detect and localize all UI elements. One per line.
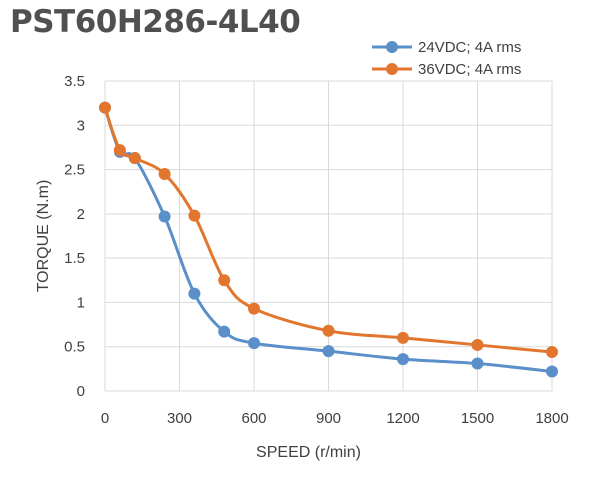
x-tick-label: 1500	[461, 410, 494, 427]
data-point-series-1	[322, 345, 335, 358]
x-tick-label: 1200	[386, 410, 419, 427]
x-tick-label: 600	[241, 410, 266, 427]
data-point-series-2	[546, 346, 558, 359]
y-tick-label: 1	[77, 294, 85, 311]
chart-title: PST60H286-4L40	[10, 4, 301, 40]
data-point-series-1	[158, 210, 171, 223]
y-tick-label: 3.5	[64, 73, 85, 90]
legend-label-2: 36VDC; 4A rms	[418, 61, 521, 78]
legend-marker-2	[386, 63, 398, 75]
data-point-series-2	[322, 324, 335, 337]
series-group	[99, 101, 558, 378]
data-point-series-2	[471, 338, 484, 351]
y-tick-label: 2.5	[64, 162, 85, 179]
x-axis-label: SPEED (r/min)	[256, 444, 361, 461]
y-tick-label: 0	[77, 383, 85, 400]
data-point-series-2	[188, 209, 201, 222]
data-point-series-2	[397, 331, 409, 344]
data-point-series-2	[248, 302, 260, 315]
legend-marker-1	[386, 41, 398, 53]
x-tick-label: 900	[316, 410, 341, 427]
legend-label-1: 24VDC; 4A rms	[418, 39, 521, 56]
data-point-series-2	[113, 144, 126, 157]
data-point-series-2	[99, 101, 111, 114]
y-tick-label: 3	[77, 117, 85, 134]
data-point-series-2	[128, 152, 141, 165]
data-point-series-1	[218, 325, 231, 338]
y-tick-label: 1.5	[64, 250, 85, 267]
y-tick-label: 2	[77, 206, 85, 223]
data-point-series-1	[248, 337, 260, 350]
x-tick-label: 0	[101, 410, 109, 427]
data-point-series-1	[188, 287, 201, 300]
data-point-series-2	[158, 168, 171, 180]
y-tick-label: 0.5	[64, 339, 85, 356]
data-point-series-2	[218, 274, 231, 287]
data-point-series-1	[471, 357, 484, 370]
axes: 0 0.5 1 1.5 2 2.5 3 3.5 0 300 600 900 1200 1500 1800 SP…	[35, 73, 569, 461]
legend: 24VDC; 4A rms 36VDC; 4A rms	[372, 39, 521, 78]
data-point-series-1	[546, 365, 558, 378]
x-tick-label: 1800	[535, 410, 568, 427]
data-point-series-1	[397, 353, 409, 366]
x-tick-label: 300	[167, 410, 192, 427]
y-axis-label: TORQUE (N.m)	[35, 180, 52, 293]
